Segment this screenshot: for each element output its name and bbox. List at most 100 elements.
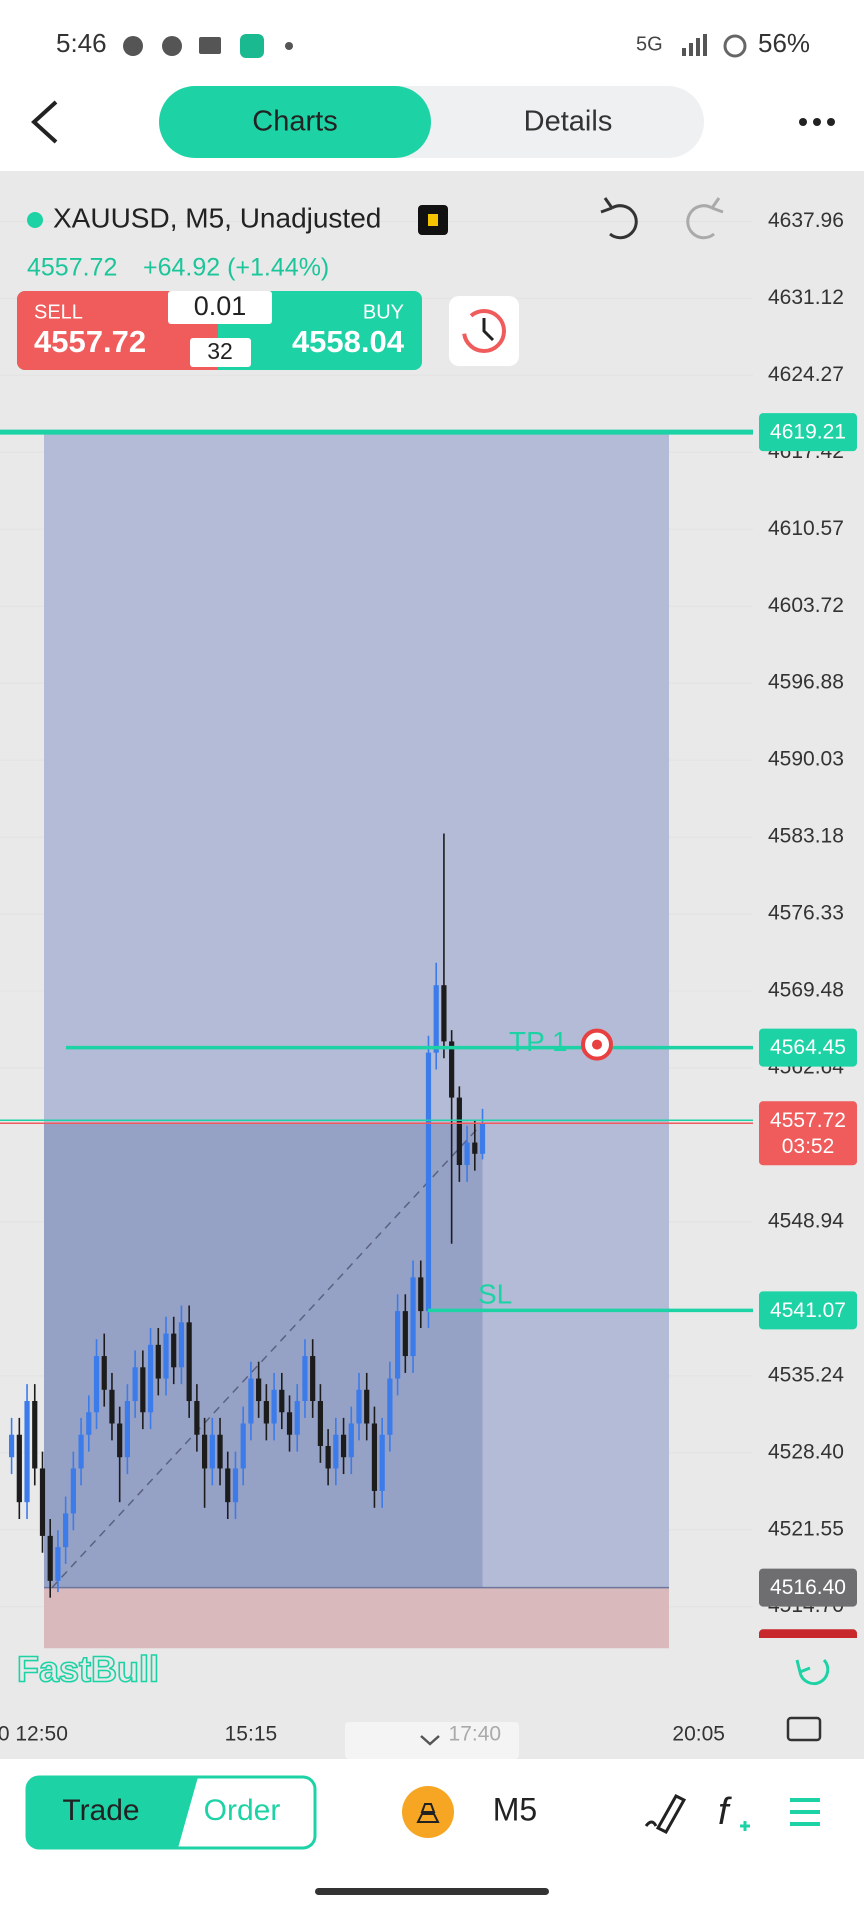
candle-body [286, 1412, 293, 1435]
trade-button[interactable]: Trade [62, 1794, 139, 1827]
lot: 0.01 [194, 291, 247, 321]
candle-body [364, 1389, 370, 1424]
tab-active[interactable] [159, 86, 431, 158]
plot [0, 220, 753, 1649]
candle-body [449, 1041, 455, 1098]
time-marker-arrow [420, 1735, 440, 1746]
status-icons [123, 34, 293, 58]
candle-body [63, 1513, 69, 1548]
candle-body [302, 1356, 308, 1402]
lot-box[interactable] [168, 291, 272, 324]
y-tick-label: 4610.57 [768, 517, 844, 540]
more-button[interactable] [799, 118, 835, 126]
buy-label: BUY [363, 301, 404, 323]
trade-button-bg[interactable] [27, 1777, 198, 1848]
layout-button[interactable] [786, 1716, 822, 1742]
candle-body [333, 1434, 339, 1469]
candle-body [387, 1378, 393, 1435]
candle-body [202, 1434, 208, 1469]
quote-price: 4557.72 [27, 254, 117, 282]
candle-body [93, 1356, 100, 1413]
candle-body [70, 1468, 76, 1514]
level-text: TP 1 [509, 1026, 568, 1057]
status-dot [27, 212, 43, 228]
spread-box [190, 338, 251, 367]
candle-body [371, 1423, 378, 1491]
candle-body [39, 1468, 46, 1536]
y-tick-label: 4590.03 [768, 748, 844, 771]
candle-body [24, 1401, 30, 1503]
draw-button[interactable] [644, 1794, 687, 1834]
timeframe[interactable]: M5 [493, 1791, 537, 1827]
countdown: 03:52 [782, 1135, 835, 1158]
entry-label-box [759, 1568, 857, 1607]
x-tick-label: 20:05 [672, 1723, 725, 1746]
candle-body [225, 1468, 231, 1503]
battery-icon [723, 34, 747, 58]
clock-hands [482, 318, 495, 342]
tab[interactable]: Charts [252, 106, 337, 138]
trend-dashed [51, 1122, 484, 1589]
buy-price[interactable]: 4558.04 [292, 324, 405, 359]
candle-body [433, 985, 439, 1053]
candle-body [209, 1434, 215, 1469]
target-label: 4619.21 [770, 421, 846, 444]
order-button[interactable]: Order [204, 1794, 281, 1827]
candle-body [340, 1434, 347, 1458]
reset-button[interactable] [795, 1658, 830, 1686]
candle-body [279, 1389, 285, 1413]
x-tick-label: 17:40 [449, 1723, 502, 1746]
candle-body [402, 1311, 408, 1357]
candle-body [147, 1344, 154, 1413]
candle-body [186, 1322, 192, 1402]
candle-body [472, 1142, 478, 1154]
y-tick-label: 4521.55 [768, 1517, 844, 1540]
candle-body [178, 1322, 185, 1368]
candle-body [456, 1097, 462, 1166]
target-icon-center [592, 1039, 602, 1050]
candle-body [155, 1344, 161, 1379]
y-tick-label: 4583.18 [768, 825, 844, 848]
undo-button[interactable] [600, 197, 638, 240]
y-tick-label: 4569.48 [768, 979, 844, 1002]
status-time: 5:46 [56, 28, 107, 58]
menu-button[interactable] [790, 1798, 820, 1826]
sell-price: 4557.72 [34, 324, 146, 359]
candle-body [16, 1434, 22, 1503]
y-tick-label: 4528.40 [768, 1440, 844, 1463]
candle-body [317, 1401, 323, 1446]
x-tick-label: 15:15 [225, 1723, 278, 1746]
candle-body [379, 1434, 385, 1491]
y-tick-label: 4637.96 [768, 209, 844, 232]
x-tick-label: 30 12:50 [0, 1723, 68, 1746]
back-button[interactable] [31, 100, 58, 144]
y-tick-label: 4624.27 [768, 363, 844, 386]
y-tick-label: 4631.12 [768, 286, 844, 309]
sell-label: SELL [34, 301, 83, 323]
sell-button[interactable] [17, 291, 218, 370]
position-open-zone [44, 1123, 483, 1588]
level-label-box [759, 1028, 857, 1067]
signal [682, 34, 707, 56]
y-tick-label: 4548.94 [768, 1209, 844, 1232]
candle-body [395, 1311, 401, 1379]
candle-body [263, 1401, 269, 1424]
candle-body [194, 1401, 200, 1435]
candle-body [240, 1423, 246, 1469]
watermark: FastBull [17, 1649, 159, 1690]
redo-button[interactable] [686, 197, 724, 240]
y-tick-label: 4603.72 [768, 594, 844, 617]
network: 5G [636, 33, 663, 55]
indicator-button[interactable]: f [718, 1791, 732, 1833]
tab[interactable]: Details [524, 106, 613, 138]
candle-body [171, 1333, 177, 1368]
candle-body [294, 1401, 300, 1435]
candle-body [410, 1277, 416, 1357]
candle-body [117, 1423, 123, 1458]
candle-body [310, 1356, 316, 1402]
candle-body [356, 1389, 362, 1424]
current-price-box [759, 1101, 857, 1166]
y-tick-label: 4596.88 [768, 671, 844, 694]
candle-body [418, 1277, 424, 1312]
